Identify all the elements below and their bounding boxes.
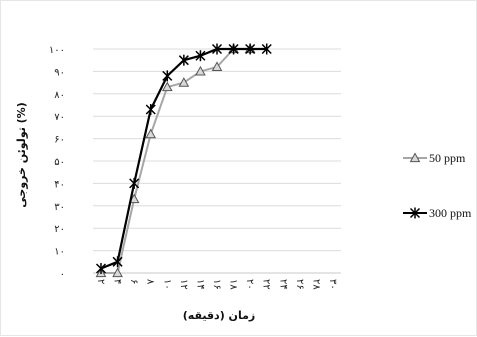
data-point-triangle	[195, 65, 206, 76]
x-tick-label: ۲۸	[310, 279, 321, 290]
legend: 50 ppm 300 ppm	[403, 151, 472, 220]
data-point-star	[195, 50, 206, 62]
data-point-star	[261, 43, 272, 55]
y-tick-label: ۹۰	[54, 67, 65, 78]
legend-item: 50 ppm	[403, 151, 466, 165]
data-point-star	[178, 54, 189, 66]
x-tick-label: ۶	[128, 279, 139, 284]
y-tick-label: ۸۰	[54, 90, 65, 101]
data-point-star	[409, 207, 421, 219]
x-tick-label: ۲۲	[261, 279, 272, 290]
x-tick-label: ۱۰	[161, 279, 172, 290]
series-layer	[95, 43, 272, 278]
data-point-triangle	[178, 77, 190, 87]
x-tick-label: ۱۴	[194, 279, 205, 290]
series-line	[101, 48, 251, 274]
x-tick-label: ۸	[145, 279, 156, 285]
x-tick-label: ۱۸	[228, 279, 239, 290]
data-point-star	[245, 43, 256, 55]
data-point-triangle	[211, 61, 223, 72]
y-tick-label: ۱۰	[54, 247, 65, 258]
y-tick-label: ۵۰	[54, 157, 65, 168]
data-point-triangle	[409, 152, 421, 163]
series-1	[95, 43, 272, 275]
y-tick-label: ۲۰	[54, 224, 65, 235]
x-tick-label: ۲	[95, 279, 106, 284]
y-axis-title: تولوئن خروجی (%)	[15, 102, 28, 207]
x-tick-label: ۱۶	[211, 279, 222, 290]
y-tick-label: ۱۰۰	[49, 45, 65, 56]
data-point-star	[112, 256, 123, 268]
data-point-star	[129, 177, 140, 189]
x-tick-label: ۲۴	[277, 279, 288, 290]
data-point-star	[228, 43, 239, 55]
data-point-star	[145, 103, 156, 115]
x-tick-label: ۳۰	[327, 279, 338, 290]
data-point-triangle	[161, 81, 173, 92]
y-tick-label: ۳۰	[54, 202, 65, 213]
data-point-star	[162, 70, 173, 82]
x-tick-label: ۱۲	[178, 279, 189, 290]
x-tick-label: ۴	[112, 279, 123, 284]
x-axis-ticks: ۲ ۴ ۶ ۸ ۱۰ ۱۲ ۱۴ ۱۶ ۱۸ ۲۰ ۲۲ ۲۴ ۲۶ ۲۸ ۳۰	[95, 279, 338, 290]
data-point-star	[211, 43, 223, 55]
y-axis-ticks: ۰ ۱۰ ۲۰ ۳۰ ۴۰ ۵۰ ۶۰ ۷۰ ۸۰ ۹۰ ۱۰۰	[49, 45, 65, 280]
data-point-triangle	[112, 267, 123, 278]
x-axis-title: زمان (دقیقه)	[183, 309, 255, 322]
legend-label: 300 ppm	[429, 206, 472, 220]
x-tick-label: ۲۶	[294, 279, 305, 290]
y-tick-label: ۷۰	[54, 112, 65, 123]
y-tick-label: ۴۰	[54, 179, 65, 190]
data-point-triangle	[145, 128, 157, 139]
legend-item: 300 ppm	[403, 206, 472, 220]
data-point-star	[95, 263, 107, 275]
legend-label: 50 ppm	[429, 151, 466, 165]
y-tick-label: ۶۰	[54, 135, 65, 146]
y-tick-label: ۰	[60, 269, 65, 280]
x-tick-label: ۲۰	[244, 279, 255, 290]
